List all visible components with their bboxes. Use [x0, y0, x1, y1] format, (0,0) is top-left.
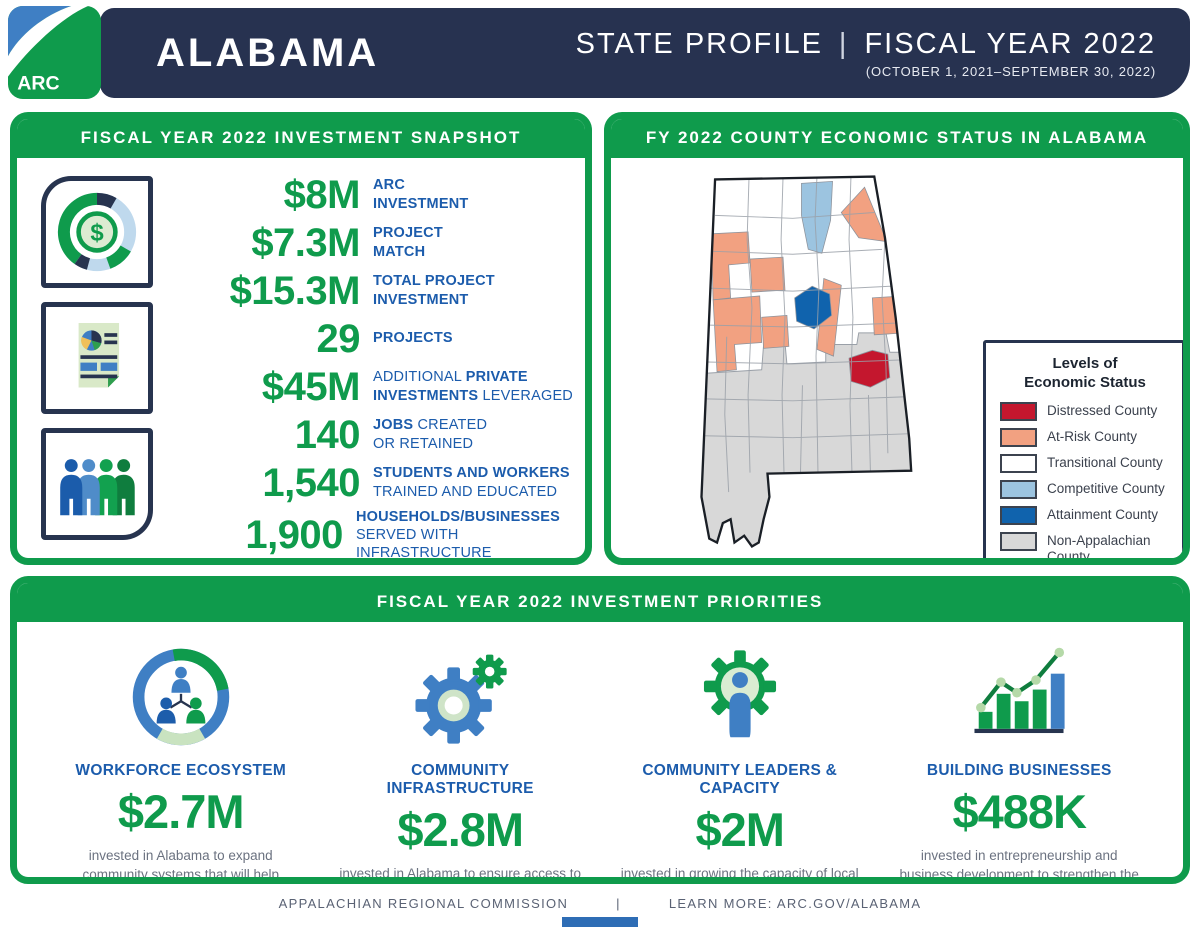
investment-priorities-panel: FISCAL YEAR 2022 INVESTMENT PRIORITIES [10, 576, 1190, 884]
legend-item-transitional: Transitional County [1000, 453, 1170, 473]
footer-accent-bar [562, 917, 638, 927]
investment-donut-icon: $ [41, 176, 153, 288]
community-infrastructure-icon [337, 642, 585, 752]
community-leaders-icon [616, 642, 864, 752]
stat-label: TOTAL PROJECT INVESTMENT [372, 273, 495, 308]
svg-text:$: $ [90, 219, 103, 246]
priority-description: invested in Alabama to ensure access to … [339, 866, 582, 881]
stat-projects: 29 PROJECTS [168, 316, 577, 361]
legend-item-non-appalachian: Non-Appalachian County [1000, 531, 1170, 558]
priority-heading: COMMUNITY INFRASTRUCTURE [386, 762, 534, 797]
priority-amount: $2.7M [117, 785, 245, 838]
date-range: (OCTOBER 1, 2021–SEPTEMBER 30, 2022) [865, 63, 1156, 79]
snapshot-icon-column: $ [41, 172, 168, 558]
investment-snapshot-panel: FISCAL YEAR 2022 INVESTMENT SNAPSHOT $ [10, 112, 592, 565]
profile-title: STATE PROFILE [575, 27, 823, 60]
legend-title: Levels of Economic Status [1024, 355, 1146, 391]
project-report-icon-art [78, 323, 120, 388]
county-status-panel: FY 2022 COUNTY ECONOMIC STATUS IN ALABAM… [604, 112, 1190, 565]
arc-logo-text: ARC [17, 73, 59, 95]
stat-project-match: $7.3M PROJECT MATCH [168, 220, 577, 265]
stat-label: STUDENTS AND WORKERS TRAINED AND EDUCATE… [372, 465, 570, 500]
page-title: ALABAMA [156, 30, 380, 75]
stat-value: 1,540 [262, 460, 360, 505]
attainment-swatch [1000, 505, 1037, 525]
stat-households: 1,900 HOUSEHOLDS/BUSINESSES SERVED WITH … [168, 508, 577, 562]
workforce-ecosystem-icon [57, 642, 305, 752]
legend-items: Distressed County At-Risk County Transit… [1000, 401, 1170, 558]
stat-label: PROJECT MATCH [372, 225, 443, 260]
people-group-icon [41, 428, 153, 540]
priority-heading: BUILDING BUSINESSES [926, 762, 1112, 779]
stat-arc-investment: $8M ARC INVESTMENT [168, 172, 577, 217]
priorities-panel-title: FISCAL YEAR 2022 INVESTMENT PRIORITIES [17, 583, 1183, 622]
transitional-swatch [1000, 453, 1037, 473]
priority-description: invested in growing the capacity of loca… [620, 866, 859, 881]
stat-value: 140 [294, 412, 361, 457]
stat-label: PROJECTS [372, 330, 453, 347]
stat-value: $45M [261, 364, 361, 409]
stat-label: HOUSEHOLDS/BUSINESSES SERVED WITH INFRAS… [355, 509, 560, 562]
priority-building-businesses: BUILDING BUSINESSES $488K invested in en… [880, 642, 1160, 882]
priority-heading: WORKFORCE ECOSYSTEM [75, 762, 287, 779]
map-body: Levels of Economic Status Distressed Cou… [611, 158, 1183, 558]
priority-community-infrastructure: COMMUNITY INFRASTRUCTURE $2.8M invested … [321, 642, 601, 881]
stat-label: ARC INVESTMENT [372, 177, 469, 212]
priority-workforce-ecosystem: WORKFORCE ECOSYSTEM $2.7M invested in Al… [41, 642, 321, 882]
people-group-icon-art [60, 459, 135, 516]
legend-item-competitive: Competitive County [1000, 479, 1170, 499]
priority-heading: COMMUNITY LEADERS & CAPACITY [642, 762, 838, 797]
stat-value: $7.3M [251, 220, 360, 265]
priority-community-leaders: COMMUNITY LEADERS & CAPACITY $2M investe… [600, 642, 880, 881]
investment-donut-icon-art: $ [57, 192, 137, 272]
stat-label: ADDITIONAL PRIVATE INVESTMENTS LEVERAGED [372, 369, 573, 404]
stat-total-investment: $15.3M TOTAL PROJECT INVESTMENT [168, 268, 577, 313]
stat-value: 29 [316, 316, 360, 361]
stat-jobs: 140 JOBS CREATED OR RETAINED [168, 412, 577, 457]
header-right: STATE PROFILE | FISCAL YEAR 2022 (OCTOBER … [576, 28, 1156, 79]
at-risk-swatch [1000, 427, 1037, 447]
project-report-icon [41, 302, 153, 414]
map-legend: Levels of Economic Status Distressed Cou… [983, 340, 1183, 558]
profile-title-line: STATE PROFILE | FISCAL YEAR 2022 [576, 28, 1156, 61]
stat-private-investments: $45M ADDITIONAL PRIVATE INVESTMENTS LEVE… [168, 364, 577, 409]
legend-item-attainment: Attainment County [1000, 505, 1170, 525]
footer-org: APPALACHIAN REGIONAL COMMISSION [278, 896, 569, 911]
legend-item-at-risk: At-Risk County [1000, 427, 1170, 447]
snapshot-stats: $8M ARC INVESTMENT $7.3M PROJECT MATCH $… [168, 172, 577, 562]
legend-item-distressed: Distressed County [1000, 401, 1170, 421]
header-bar: ALABAMA STATE PROFILE | FISCAL YEAR 2022 (… [100, 8, 1190, 98]
building-businesses-icon [896, 642, 1144, 752]
title-divider: | [838, 27, 849, 60]
stat-value: $8M [283, 172, 361, 217]
alabama-county-map [700, 175, 913, 548]
priorities-body: WORKFORCE ECOSYSTEM $2.7M invested in Al… [17, 622, 1183, 882]
snapshot-body: $ [17, 158, 585, 562]
stat-value: $15.3M [229, 268, 361, 313]
stat-label: JOBS CREATED OR RETAINED [372, 417, 488, 452]
stat-students-workers: 1,540 STUDENTS AND WORKERS TRAINED AND E… [168, 460, 577, 505]
priority-amount: $2.8M [397, 803, 524, 856]
footer: APPALACHIAN REGIONAL COMMISSION | LEARN … [0, 896, 1200, 911]
priority-description: invested in entrepreneurship and busines… [899, 848, 1139, 882]
stat-value: 1,900 [245, 513, 343, 558]
snapshot-panel-title: FISCAL YEAR 2022 INVESTMENT SNAPSHOT [17, 119, 585, 158]
distressed-swatch [1000, 401, 1037, 421]
arc-logo: ARC [8, 6, 101, 99]
fiscal-year: FISCAL YEAR 2022 [864, 27, 1156, 60]
footer-learn-more: LEARN MORE: ARC.GOV/ALABAMA [668, 896, 922, 911]
competitive-swatch [1000, 479, 1037, 499]
priority-amount: $2M [695, 803, 785, 856]
non-appalachian-swatch [1000, 531, 1037, 551]
map-panel-title: FY 2022 COUNTY ECONOMIC STATUS IN ALABAM… [611, 119, 1183, 158]
priority-description: invested in Alabama to expand community … [82, 848, 280, 882]
footer-divider: | [616, 896, 621, 911]
priority-amount: $488K [952, 785, 1087, 838]
